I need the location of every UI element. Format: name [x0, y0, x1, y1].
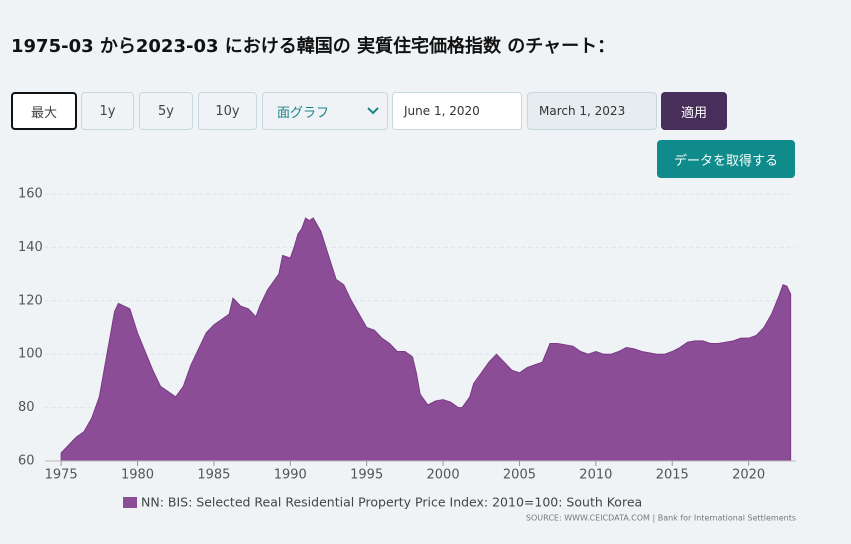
x-tick-label: 2000: [427, 468, 460, 483]
legend-label: NN: BIS: Selected Real Residential Prope…: [141, 495, 642, 510]
legend-swatch: [123, 497, 137, 508]
x-tick-label: 2005: [503, 468, 536, 483]
download-button[interactable]: データを取得する: [657, 140, 795, 178]
x-tick-label: 2020: [732, 468, 765, 483]
page-title: 1975-03 から2023-03 における韓国の 実質住宅価格指数 のチャート…: [11, 36, 616, 57]
y-tick-label: 100: [18, 347, 43, 362]
source-note: SOURCE: WWW.CEICDATA.COM | Bank for Inte…: [526, 514, 796, 523]
start-date-input[interactable]: June 1, 2020: [392, 92, 522, 130]
select-label: 面グラフ: [277, 105, 330, 121]
y-tick-label: 60: [18, 454, 35, 469]
x-tick-label: 2010: [579, 468, 612, 483]
x-tick-label: 1985: [197, 468, 230, 483]
y-tick-label: 140: [18, 240, 43, 255]
y-tick-label: 160: [18, 187, 43, 202]
y-tick-label: 120: [18, 293, 43, 308]
x-tick-label: 1980: [121, 468, 154, 483]
y-tick-label: 80: [18, 400, 35, 415]
range-button[interactable]: 最大: [11, 92, 77, 130]
x-tick-label: 1995: [350, 468, 383, 483]
x-tick-label: 1975: [45, 468, 78, 483]
area: [60, 217, 792, 462]
chart-type-select[interactable]: 面グラフ: [262, 92, 388, 130]
end-date-input[interactable]: March 1, 2023: [527, 92, 657, 130]
range-button[interactable]: 5y: [139, 92, 193, 130]
apply-button[interactable]: 適用: [661, 92, 727, 130]
range-button[interactable]: 10y: [198, 92, 257, 130]
x-tick-label: 2015: [656, 468, 689, 483]
x-tick-label: 1990: [274, 468, 307, 483]
range-button[interactable]: 1y: [81, 92, 134, 130]
chevron: [367, 107, 379, 115]
